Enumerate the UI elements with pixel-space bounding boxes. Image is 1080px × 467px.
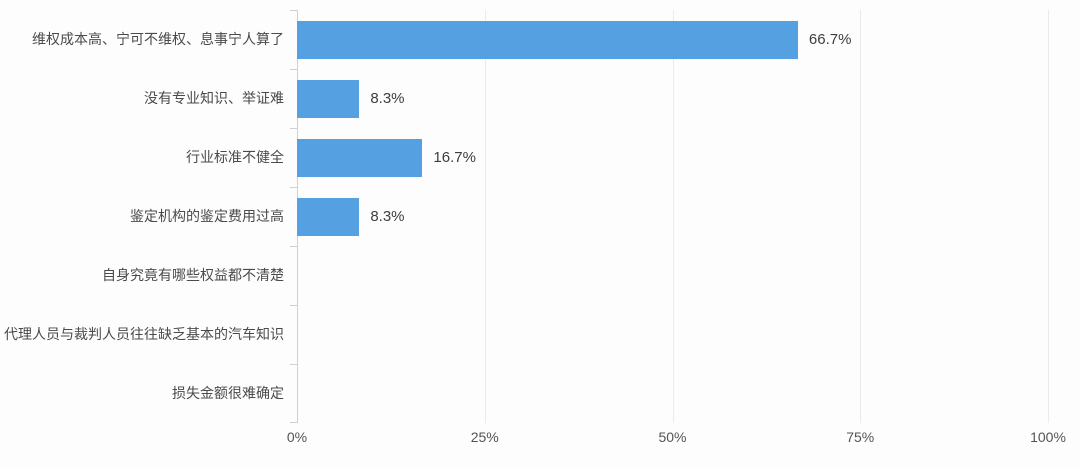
chart-row [297,305,1048,364]
axis-tick [290,305,297,306]
bar[interactable] [297,138,423,177]
chart-row [297,364,1048,423]
category-labels-column: 维权成本高、宁可不维权、息事宁人算了 没有专业知识、举证难 行业标准不健全 鉴定… [0,10,297,423]
plot-area: 66.7% 8.3% 16.7% 8.3% [290,10,1049,423]
gridline-100 [1048,10,1049,423]
category-label: 没有专业知识、举证难 [144,90,284,106]
x-axis-tick-label: 25% [470,429,499,445]
axis-tick [290,69,297,70]
category-label: 损失金额很难确定 [172,385,284,401]
axis-tick [290,422,297,423]
chart-row: 16.7% [297,128,1048,187]
bar[interactable] [297,197,360,236]
x-axis-tick-label: 100% [1030,429,1066,445]
category-label: 维权成本高、宁可不维权、息事宁人算了 [32,31,284,47]
category-label: 自身究竟有哪些权益都不清楚 [102,267,284,283]
chart-row [297,246,1048,305]
category-label: 鉴定机构的鉴定费用过高 [130,208,284,224]
category-label: 代理人员与裁判人员往往缺乏基本的汽车知识 [4,326,284,342]
gridline-50 [672,10,674,423]
bar-value-label: 66.7% [808,31,852,48]
x-axis-tick-label: 75% [846,429,875,445]
x-axis: 0% 25% 50% 75% 100% [287,429,1066,451]
category-label: 行业标准不健全 [186,149,284,165]
axis-tick [290,128,297,129]
chart-row: 8.3% [297,69,1048,128]
bar[interactable] [297,79,360,118]
chart-row: 66.7% [297,10,1048,69]
x-axis-tick-label: 0% [286,429,308,445]
axis-tick [290,10,297,11]
bar-value-label: 8.3% [370,90,405,107]
bar-value-label: 16.7% [433,149,476,166]
axis-tick [290,364,297,365]
chart-row: 8.3% [297,187,1048,246]
bar[interactable] [297,20,798,59]
gridline-75 [860,10,862,423]
axis-tick [290,246,297,247]
gridline-25 [484,10,486,423]
bar-value-label: 8.3% [370,208,405,225]
x-axis-tick-label: 50% [658,429,687,445]
axis-tick [290,187,297,188]
